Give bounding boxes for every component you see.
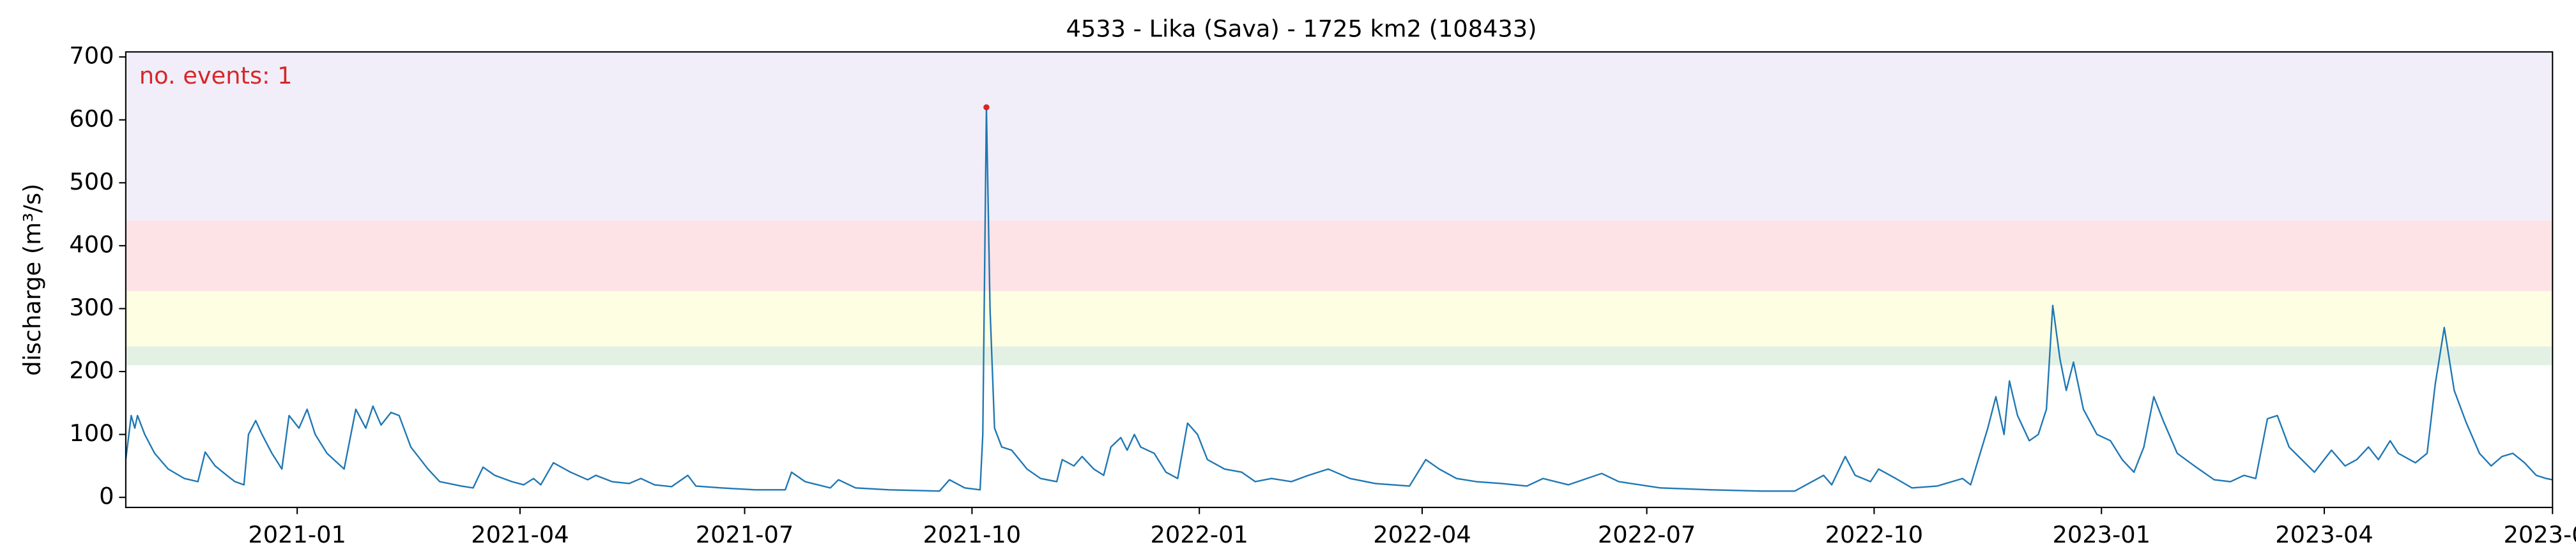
chart-title: 4533 - Lika (Sava) - 1725 km2 (108433) [1066,15,1537,43]
plot-frame [125,51,2554,508]
discharge-line [125,106,2553,492]
x-tick-label: 2021-07 [696,521,793,548]
x-tick-label: 2023-04 [2275,521,2373,548]
event-annotation: no. events: 1 [139,62,293,89]
y-tick-label: 200 [69,357,114,384]
threshold-band [125,290,2553,347]
event-point [983,104,990,110]
threshold-band [125,52,2553,221]
x-tick-label: 2023-01 [2052,521,2150,548]
y-axis-label: discharge (m³/s) [19,184,46,376]
y-tick-label: 700 [69,42,114,70]
x-tick-label: 2021-10 [923,521,1021,548]
x-tick-label: 2022-04 [1373,521,1471,548]
x-tick-label: 2022-01 [1150,521,1248,548]
x-tick-label: 2022-10 [1825,521,1923,548]
y-tick-label: 500 [69,168,114,195]
y-tick-label: 100 [69,419,114,447]
y-tick-label: 600 [69,105,114,132]
y-tick-label: 300 [69,294,114,321]
x-tick-label: 2022-07 [1598,521,1696,548]
x-tick-label: 2023-07 [2504,521,2576,548]
x-tick-label: 2021-01 [248,521,346,548]
y-tick-label: 400 [69,230,114,258]
y-tick-label: 0 [99,483,114,510]
threshold-band [125,220,2553,291]
threshold-band [125,346,2553,366]
plot-area [125,52,2553,492]
x-tick-label: 2021-04 [471,521,569,548]
